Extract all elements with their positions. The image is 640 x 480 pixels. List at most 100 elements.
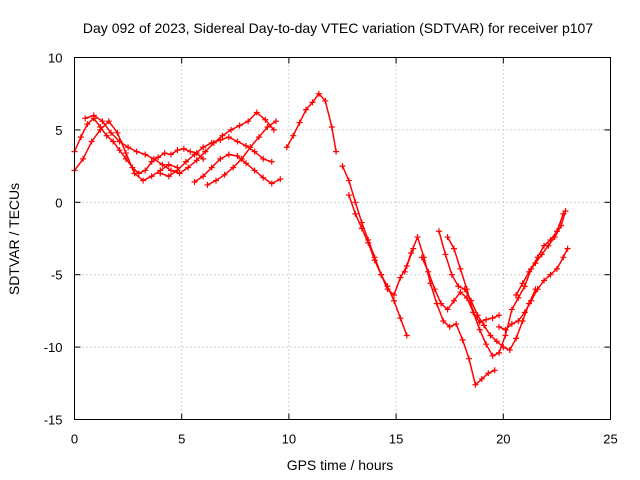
data-point (435, 228, 442, 235)
data-point (564, 245, 571, 252)
data-point (105, 118, 112, 125)
data-point (339, 163, 346, 170)
data-point (97, 126, 104, 133)
data-point (558, 222, 565, 229)
data-point (217, 155, 224, 162)
data-point (103, 132, 110, 139)
data-point (157, 170, 164, 177)
data-point (403, 332, 410, 339)
data-point (333, 148, 340, 155)
data-point (384, 283, 391, 290)
series-line (341, 165, 414, 296)
data-point (446, 323, 453, 330)
data-point (131, 170, 138, 177)
data-point (459, 336, 466, 343)
data-point (251, 148, 258, 155)
series-line (404, 236, 496, 386)
data-point (476, 326, 483, 333)
data-point (450, 245, 457, 252)
data-point (165, 161, 172, 168)
data-point (290, 132, 297, 139)
x-tick-label: 10 (282, 432, 296, 447)
data-point (508, 306, 515, 313)
series-sat-g (283, 90, 340, 155)
data-point (174, 167, 181, 174)
data-point (478, 375, 485, 382)
data-point (161, 150, 168, 157)
data-point (485, 370, 492, 377)
data-point (378, 271, 385, 278)
data-point (506, 346, 513, 353)
data-point (534, 286, 541, 293)
x-axis-ticks: 0 5 10 15 20 25 (71, 57, 618, 447)
x-tick-label: 20 (496, 432, 510, 447)
data-point (345, 177, 352, 184)
y-tick-label: 5 (55, 123, 62, 138)
y-axis-label: SDTVAR / TECUs (6, 183, 22, 295)
data-point (408, 249, 415, 256)
data-point (268, 158, 275, 165)
data-point (463, 286, 470, 293)
x-tick-label: 25 (603, 432, 617, 447)
data-point (191, 179, 198, 186)
data-point (345, 192, 352, 199)
data-point (122, 150, 129, 157)
data-point (110, 138, 117, 145)
data-point (277, 176, 284, 183)
series-line (206, 120, 277, 186)
series-track (206, 120, 277, 186)
data-point (493, 338, 500, 345)
grid (74, 57, 611, 420)
series-sat-h (339, 163, 417, 298)
data-point (303, 106, 310, 113)
data-point (204, 181, 211, 188)
data-point (270, 126, 277, 133)
data-point (243, 142, 250, 149)
plot-frame (74, 57, 611, 420)
y-tick-label: 0 (55, 195, 62, 210)
data-point (489, 315, 496, 322)
data-point (150, 155, 157, 162)
data-point (551, 234, 558, 241)
data-point (390, 297, 397, 304)
data-point (309, 99, 316, 106)
data-point (444, 306, 451, 313)
data-point (418, 254, 425, 261)
data-point (84, 121, 91, 128)
data-point (255, 134, 262, 141)
series-sat-c (82, 109, 277, 177)
data-point (234, 138, 241, 145)
series-line (498, 247, 569, 331)
data-point (502, 326, 509, 333)
data-point (213, 177, 220, 184)
data-point (219, 132, 226, 139)
x-tick-label: 15 (389, 432, 403, 447)
data-point (328, 124, 335, 131)
data-point (414, 234, 421, 241)
series-sat-d (157, 134, 275, 180)
y-tick-label: -10 (44, 340, 63, 355)
y-tick-label: -15 (44, 413, 63, 428)
data-point (180, 145, 187, 152)
data-point (80, 155, 87, 162)
data-point (273, 118, 280, 125)
data-point (230, 164, 237, 171)
data-point (560, 254, 567, 261)
data-point (457, 289, 464, 296)
data-point (200, 144, 207, 151)
series-sat-e (191, 151, 284, 187)
data-point (425, 268, 432, 275)
data-point (264, 124, 271, 131)
data-point (483, 341, 490, 348)
data-point (225, 151, 232, 158)
data-point (77, 134, 84, 141)
data-point (562, 207, 569, 214)
data-point (453, 320, 460, 327)
data-point (167, 167, 174, 174)
data-point (200, 173, 207, 180)
data-point (538, 251, 545, 258)
data-point (541, 277, 548, 284)
data-point (245, 118, 252, 125)
y-tick-label: -5 (51, 268, 63, 283)
